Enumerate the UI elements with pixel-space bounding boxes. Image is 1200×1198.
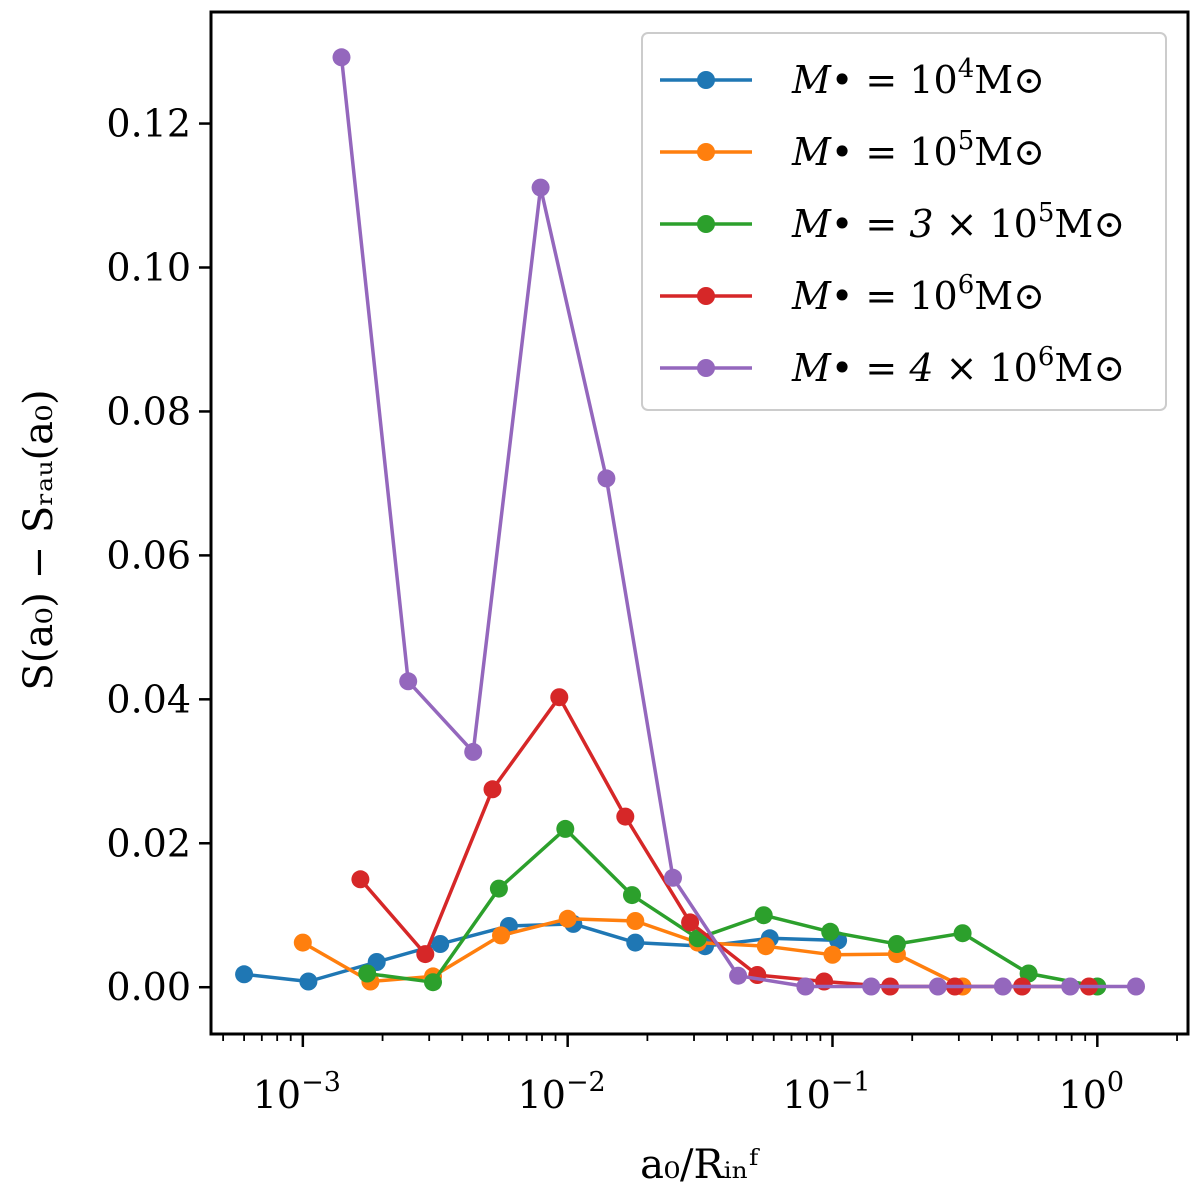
series-3-point bbox=[821, 922, 840, 941]
series-2-point bbox=[756, 937, 775, 956]
x-tick-label: 10−3 bbox=[253, 1067, 341, 1117]
series-5-point bbox=[597, 469, 616, 488]
legend-entry: M• = 3 × 105M⊙ bbox=[660, 198, 1125, 246]
series-4-point bbox=[351, 870, 370, 889]
series-3-point bbox=[358, 964, 377, 983]
plot-frame bbox=[209, 10, 1190, 1036]
y-tick-label: 0.02 bbox=[106, 821, 191, 865]
legend-swatch-marker bbox=[697, 359, 715, 377]
legend-entry: M• = 104M⊙ bbox=[660, 54, 1045, 102]
series-3 bbox=[358, 819, 1107, 996]
series-4-point bbox=[616, 807, 635, 826]
series-5-point bbox=[531, 178, 550, 197]
x-tick-label: 10−2 bbox=[518, 1067, 606, 1117]
series-1-point bbox=[626, 933, 645, 952]
series-2-point bbox=[823, 945, 842, 964]
y-tick-label: 0.00 bbox=[106, 965, 191, 1009]
series-3-point bbox=[623, 886, 641, 905]
legend-swatch-marker bbox=[697, 143, 715, 161]
y-tick-label: 0.06 bbox=[106, 533, 191, 577]
series-3-point bbox=[556, 819, 575, 838]
legend-swatch-marker bbox=[697, 215, 715, 233]
legend-box bbox=[641, 32, 1167, 411]
series-1-point bbox=[431, 935, 450, 953]
axes: 0.00 0.02 0.04 0.06 0.08 0.10 0.12 10−3 10−2 10−1… bbox=[106, 10, 1190, 1117]
legend: M• = 104M⊙ M• = 105M⊙ M• = 3 × 105M⊙ M• = 1… bbox=[641, 32, 1167, 411]
series-2-point bbox=[626, 912, 645, 930]
series-5-point bbox=[332, 48, 351, 67]
series-3-line bbox=[366, 827, 1098, 989]
series-3-point bbox=[953, 924, 972, 943]
series-2-point bbox=[558, 909, 577, 928]
series-1-point bbox=[299, 972, 318, 991]
series-3-point bbox=[424, 973, 442, 992]
series-5-point bbox=[1127, 977, 1145, 996]
series-5-point bbox=[862, 977, 881, 996]
series-5-point bbox=[729, 966, 748, 985]
y-tick-label: 0.04 bbox=[106, 677, 191, 721]
series-2-point bbox=[492, 926, 510, 945]
series-1-point bbox=[235, 965, 254, 984]
series-4-point bbox=[483, 780, 502, 799]
legend-label: M• = 4 × 106M⊙ bbox=[791, 342, 1125, 390]
series-2-point bbox=[293, 933, 312, 952]
series-4-point bbox=[681, 913, 700, 932]
series-5 bbox=[332, 48, 1145, 996]
legend-entry: M• = 105M⊙ bbox=[660, 126, 1045, 174]
y-axis-label: S(a₀) − Sᵣₐᵤ(a₀) bbox=[16, 389, 62, 690]
series-5-point bbox=[464, 742, 483, 761]
legend-label: M• = 105M⊙ bbox=[791, 126, 1045, 174]
legend-entry: M• = 4 × 106M⊙ bbox=[660, 342, 1125, 390]
y-tick-label: 0.12 bbox=[106, 102, 191, 146]
series-3-point bbox=[887, 935, 906, 953]
series-lines bbox=[235, 48, 1145, 996]
legend-entry: M• = 106M⊙ bbox=[660, 270, 1045, 318]
x-tick-label: 10−1 bbox=[782, 1067, 870, 1117]
series-5-point bbox=[993, 977, 1012, 996]
x-axis-label: a₀/Rᵢₙᶠ bbox=[640, 1142, 760, 1188]
series-5-point bbox=[928, 977, 947, 996]
series-5-point bbox=[796, 977, 815, 996]
series-5-point bbox=[664, 868, 682, 887]
y-tick-label: 0.08 bbox=[106, 389, 191, 433]
series-5-point bbox=[1061, 977, 1080, 996]
legend-swatch-marker bbox=[697, 71, 715, 89]
y-tick-label: 0.10 bbox=[106, 246, 191, 290]
x-tick-label: 100 bbox=[1059, 1067, 1125, 1117]
series-5-point bbox=[399, 672, 418, 691]
legend-label: M• = 104M⊙ bbox=[791, 54, 1045, 102]
legend-label: M• = 106M⊙ bbox=[791, 270, 1045, 318]
series-3-point bbox=[754, 906, 773, 925]
series-4-point bbox=[416, 945, 435, 964]
legend-swatch-marker bbox=[697, 287, 715, 305]
legend-label: M• = 3 × 105M⊙ bbox=[791, 198, 1125, 246]
series-4-point bbox=[550, 688, 569, 707]
series-3-point bbox=[489, 879, 508, 898]
